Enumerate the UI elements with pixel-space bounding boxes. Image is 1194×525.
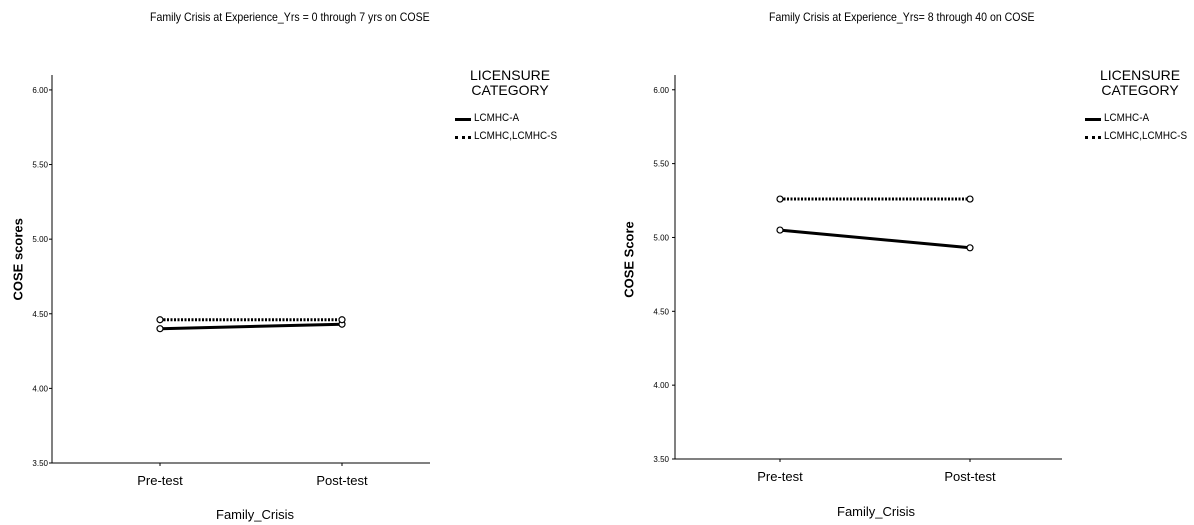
chart-title: Family Crisis at Experience_Yrs = 0 thro… xyxy=(150,10,430,24)
y-axis-label: COSE scores xyxy=(10,218,26,301)
legend-item: LCMHC-A xyxy=(474,112,520,124)
legend-item: LCMHC-A xyxy=(1104,112,1150,124)
legend-title-line: CATEGORY xyxy=(1101,82,1179,98)
data-point xyxy=(156,325,164,333)
legend-swatch-dotted xyxy=(455,136,471,139)
legend-swatch-solid xyxy=(455,118,471,121)
y-axis-label: COSE Score xyxy=(621,221,637,298)
data-point xyxy=(966,244,974,252)
chart-panel-right: 3.50 4.00 4.50 5.00 5.50 6.00 Pre-test Post-tes… xyxy=(597,0,1194,525)
y-tick-label: 3.50 xyxy=(653,455,669,464)
x-axis-label: Family_Crisis xyxy=(216,507,294,522)
y-tick-label: 4.00 xyxy=(32,384,48,393)
y-tick-label: 4.50 xyxy=(32,310,48,319)
y-tick-label: 4.50 xyxy=(653,307,669,316)
y-tick-label: 4.00 xyxy=(653,381,669,390)
x-tick-label: Post-test xyxy=(944,469,996,484)
data-point xyxy=(776,226,784,234)
data-point xyxy=(338,316,346,324)
y-tick-label: 5.00 xyxy=(653,233,669,242)
legend-swatch-dotted xyxy=(1085,136,1101,139)
legend-item: LCMHC,LCMHC-S xyxy=(1104,130,1188,142)
chart-panel-left: 3.50 4.00 4.50 5.00 5.50 6.00 Pre-test Post-tes… xyxy=(10,10,558,522)
x-tick-label: Pre-test xyxy=(137,473,183,488)
x-tick-label: Pre-test xyxy=(757,469,803,484)
chart-title: Family Crisis at Experience_Yrs= 8 throu… xyxy=(769,10,1035,24)
chart-plot-left: 3.50 4.00 4.50 5.00 5.50 6.00 Pre-test Post-tes… xyxy=(32,75,430,488)
legend-title: LICENSURE CATEGORY xyxy=(1100,68,1180,98)
legend-swatch-solid xyxy=(1085,118,1101,121)
data-point xyxy=(776,195,784,203)
data-point xyxy=(966,195,974,203)
series-line xyxy=(779,228,971,250)
y-tick-label: 5.50 xyxy=(32,161,48,170)
y-tick-label: 6.00 xyxy=(653,86,669,95)
data-point xyxy=(156,316,164,324)
y-tick-label: 5.00 xyxy=(32,235,48,244)
legend-item: LCMHC,LCMHC-S xyxy=(474,130,558,142)
y-tick-label: 6.00 xyxy=(32,86,48,95)
legend-title-line: LICENSURE xyxy=(470,67,551,83)
y-tick-label: 5.50 xyxy=(653,160,669,169)
legend-title: LICENSURE CATEGORY xyxy=(470,68,550,98)
x-tick-label: Post-test xyxy=(316,473,368,488)
x-axis-label: Family_Crisis xyxy=(837,504,915,519)
chart-plot-right: 3.50 4.00 4.50 5.00 5.50 6.00 Pre-test Post-tes… xyxy=(653,75,1062,484)
legend-title-line: LICENSURE xyxy=(1100,67,1181,83)
series-line xyxy=(159,322,343,331)
legend-title-line: CATEGORY xyxy=(471,82,549,98)
y-tick-label: 3.50 xyxy=(32,459,48,468)
